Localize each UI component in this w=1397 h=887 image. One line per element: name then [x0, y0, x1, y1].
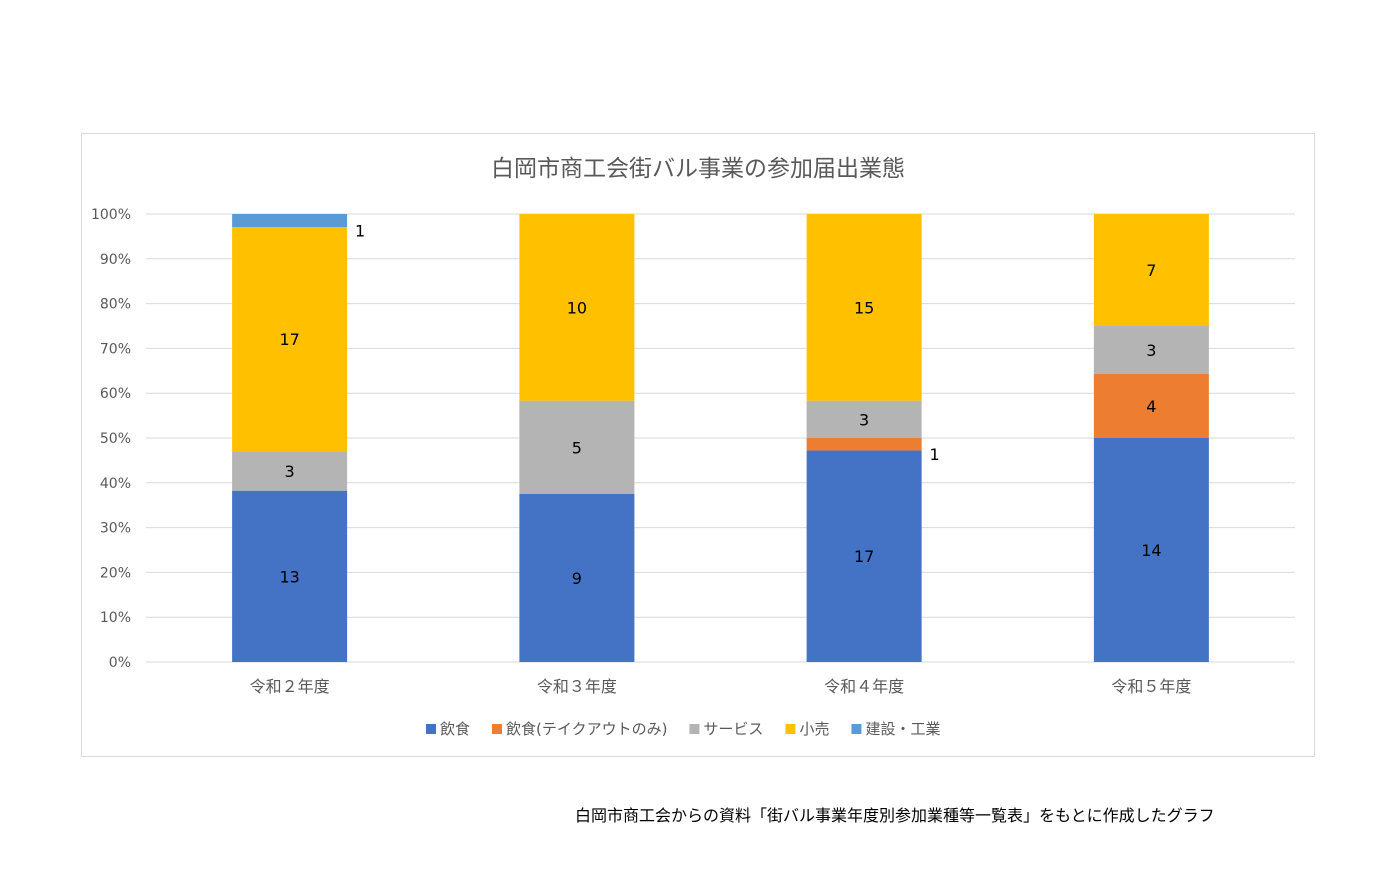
- chart-title: 白岡市商工会街バル事業の参加届出業態: [491, 156, 905, 182]
- y-tick-label: 40%: [100, 476, 131, 492]
- bar-segment: [232, 214, 348, 228]
- legend-label: 小売: [799, 720, 829, 738]
- data-label: 3: [1146, 341, 1156, 360]
- data-label: 17: [279, 330, 299, 349]
- bar-segment: [1093, 326, 1209, 374]
- legend-label: 建設・工業: [865, 720, 940, 738]
- y-tick-label: 90%: [100, 252, 131, 268]
- data-label: 10: [567, 298, 587, 317]
- legend-swatch: [689, 724, 700, 734]
- bar-segment: [1093, 214, 1209, 326]
- x-tick-label: 令和３年度: [537, 677, 617, 696]
- data-label: 7: [1146, 261, 1156, 280]
- legend-label: 飲食(テイクアウトのみ): [506, 720, 667, 738]
- data-label: 3: [285, 462, 295, 481]
- legend-label: サービス: [703, 720, 763, 738]
- bar-segment: [806, 400, 922, 438]
- bar-segment: [519, 400, 635, 494]
- x-tick-label: 令和５年度: [1111, 677, 1191, 696]
- bar-segment: [806, 438, 922, 451]
- y-tick-label: 0%: [109, 655, 131, 671]
- y-tick-label: 60%: [100, 386, 131, 402]
- bar-segment: [1093, 374, 1209, 438]
- bar-segment: [806, 214, 922, 401]
- bar-segment: [519, 214, 635, 401]
- bar-segment: [232, 490, 348, 662]
- y-tick-label: 30%: [100, 521, 131, 537]
- x-tick-label: 令和４年度: [824, 677, 904, 696]
- legend-swatch: [426, 724, 436, 734]
- legend-swatch: [851, 724, 862, 734]
- data-label: 17: [854, 547, 874, 566]
- data-label: 1: [930, 445, 940, 464]
- data-label: 9: [572, 569, 582, 588]
- legend-label: 飲食: [440, 720, 470, 738]
- y-tick-label: 70%: [100, 341, 131, 357]
- data-label: 14: [1141, 541, 1161, 560]
- data-label: 4: [1146, 397, 1156, 416]
- data-label: 5: [572, 438, 582, 457]
- bar-segment: [519, 494, 635, 662]
- data-label: 1: [355, 222, 365, 241]
- x-tick-label: 令和２年度: [250, 677, 330, 696]
- y-tick-label: 10%: [100, 610, 131, 626]
- bar-segment: [232, 451, 348, 491]
- y-tick-label: 50%: [100, 431, 131, 447]
- bar-segment: [232, 227, 348, 452]
- y-tick-label: 20%: [100, 565, 131, 581]
- bar-segment: [1093, 438, 1209, 662]
- y-tick-label: 80%: [100, 297, 131, 313]
- legend-swatch: [785, 724, 796, 734]
- source-note: 白岡市商工会からの資料「街バル事業年度別参加業種等一覧表」をもとに作成したグラフ: [575, 806, 1215, 825]
- data-label: 13: [279, 567, 299, 586]
- legend-swatch: [492, 724, 503, 734]
- data-label: 15: [854, 298, 874, 317]
- bar-segment: [806, 450, 922, 662]
- data-label: 3: [859, 410, 869, 429]
- y-tick-label: 100%: [91, 207, 131, 223]
